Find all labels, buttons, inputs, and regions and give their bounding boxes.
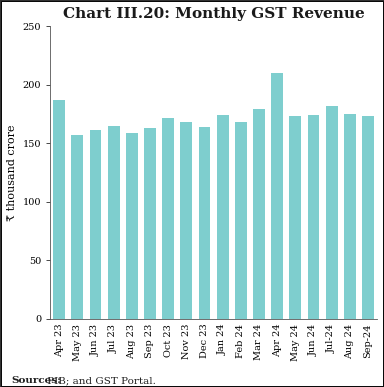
Bar <box>326 106 338 319</box>
Bar <box>53 100 65 319</box>
Bar <box>126 133 138 319</box>
Y-axis label: ₹ thousand crore: ₹ thousand crore <box>7 124 17 221</box>
Title: Chart III.20: Monthly GST Revenue: Chart III.20: Monthly GST Revenue <box>63 7 364 21</box>
Bar <box>271 73 283 319</box>
Bar <box>344 114 356 319</box>
Bar <box>180 122 192 319</box>
Bar <box>108 126 119 319</box>
Bar <box>235 122 247 319</box>
Bar <box>162 118 174 319</box>
Bar <box>199 127 210 319</box>
Bar <box>362 116 374 319</box>
Bar <box>290 116 301 319</box>
Bar <box>144 128 156 319</box>
Bar <box>253 110 265 319</box>
Bar <box>71 135 83 319</box>
Text: Sources:: Sources: <box>12 376 61 385</box>
Bar <box>217 115 228 319</box>
Text: PIB; and GST Portal.: PIB; and GST Portal. <box>44 376 156 385</box>
Bar <box>308 115 319 319</box>
Bar <box>89 130 101 319</box>
